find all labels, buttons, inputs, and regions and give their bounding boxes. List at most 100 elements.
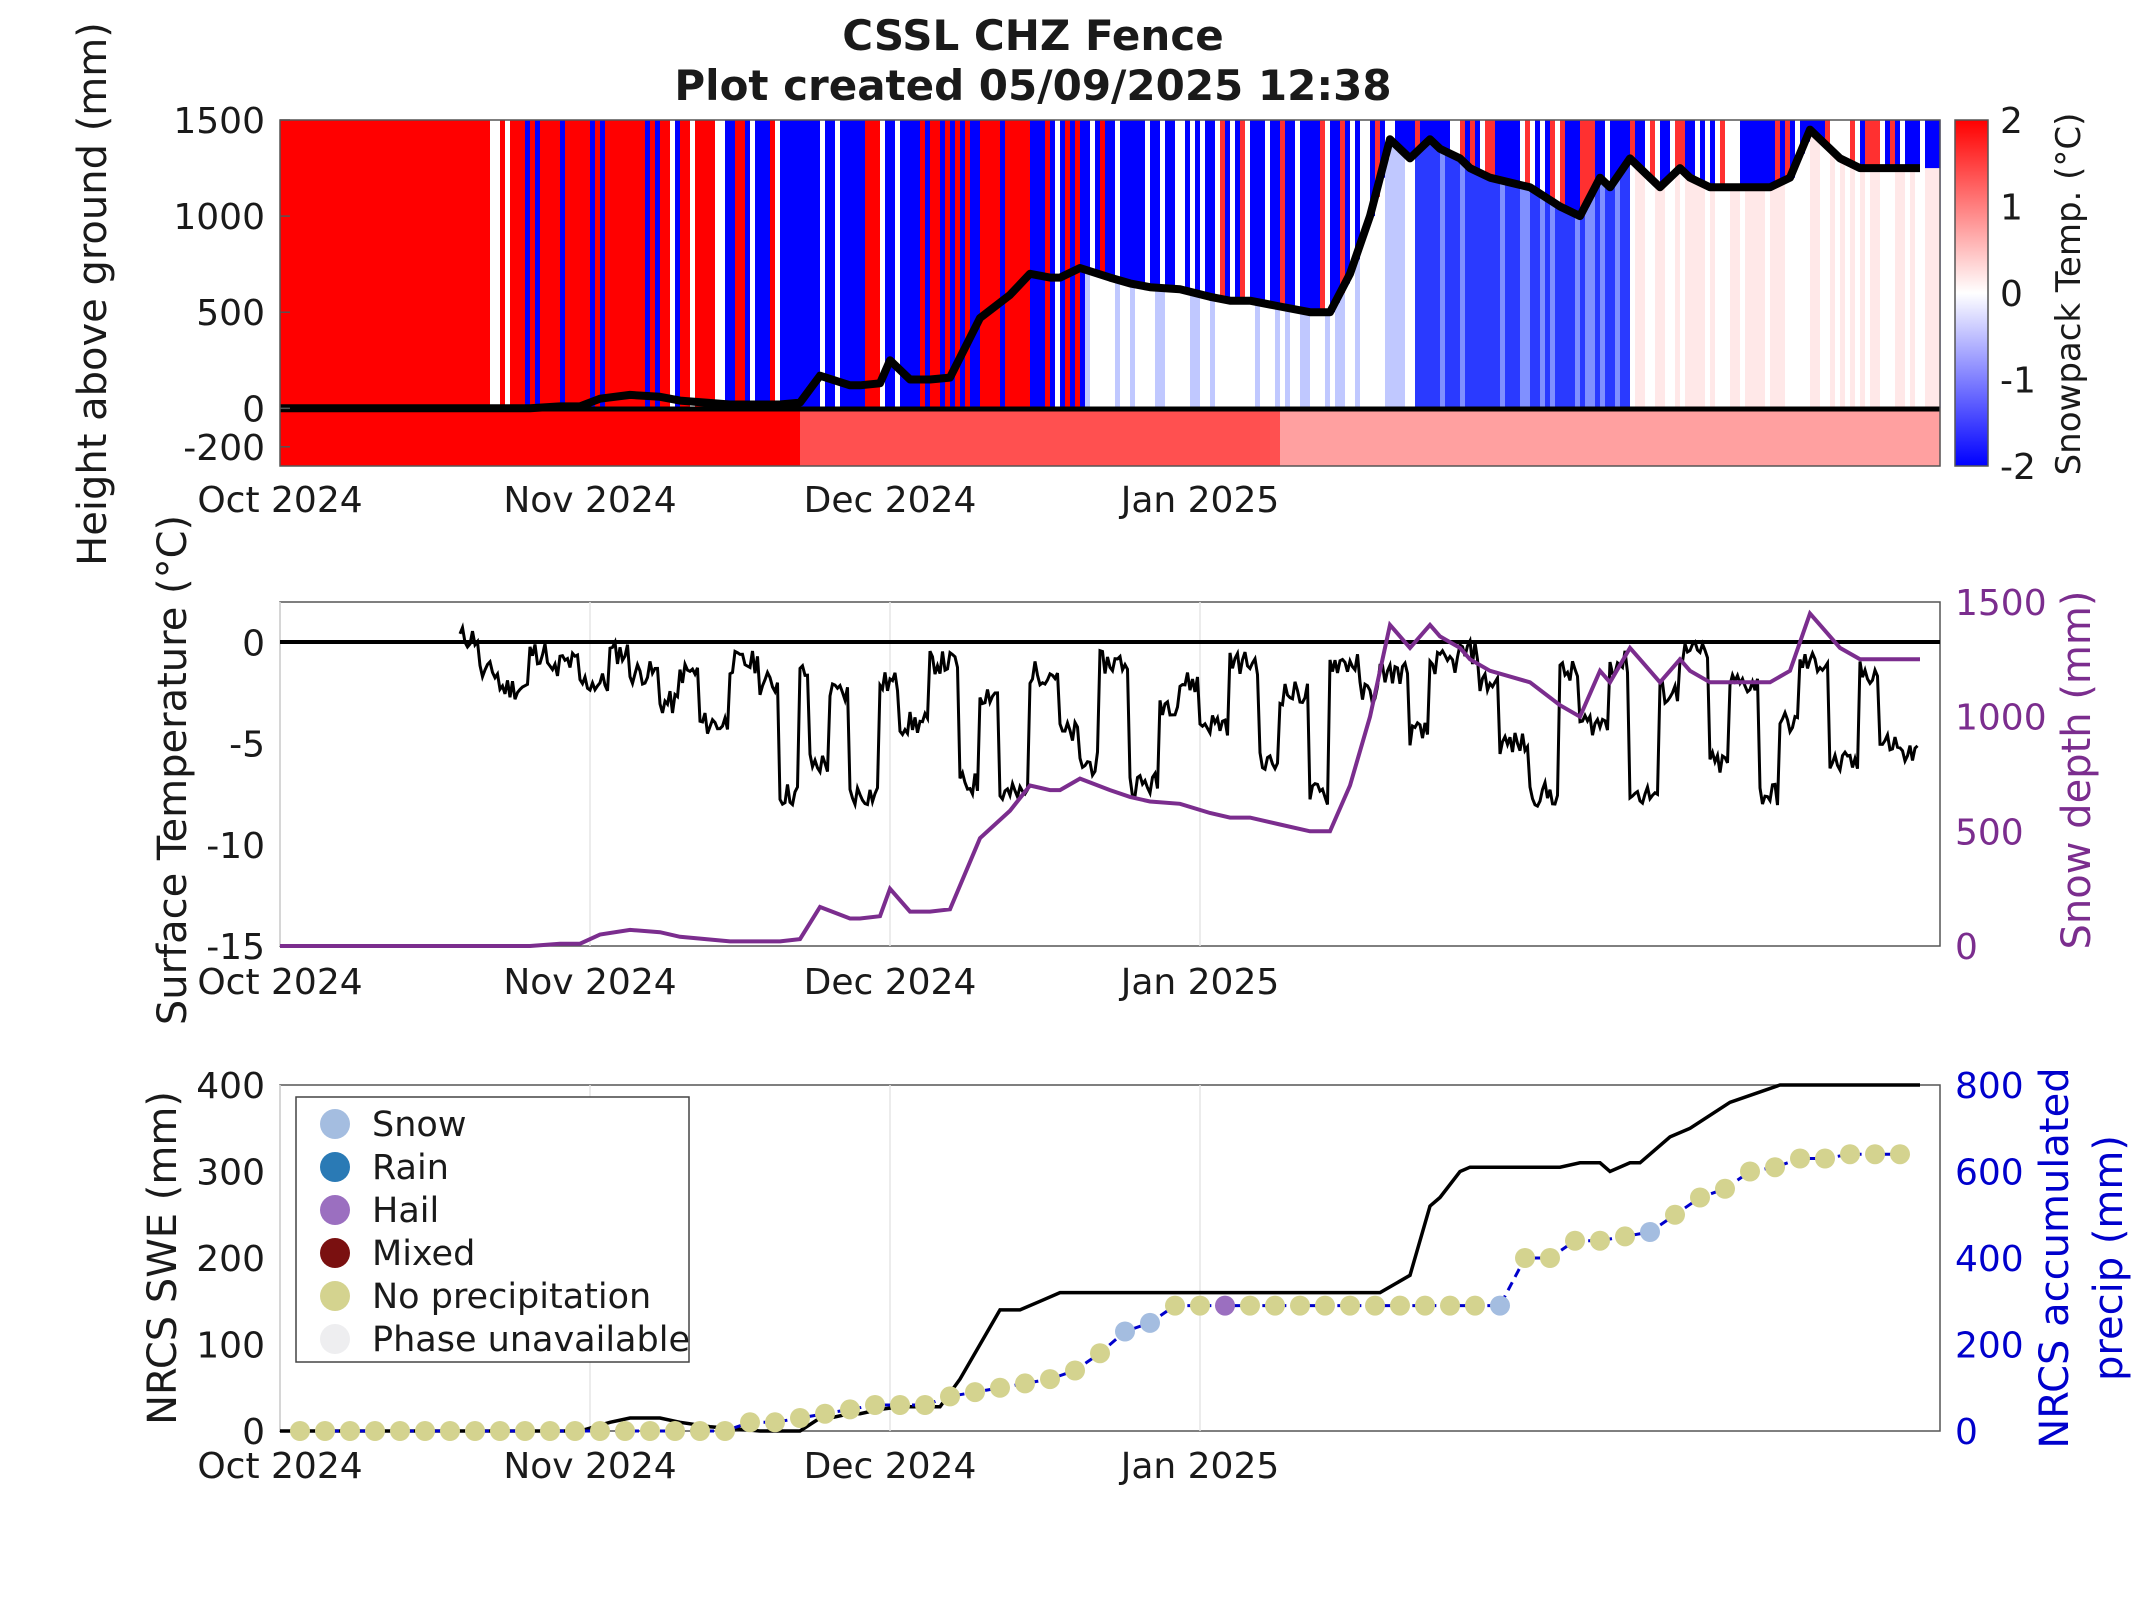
heatmap-air-column	[545, 120, 551, 409]
heatmap-ground-column	[905, 408, 911, 466]
heatmap-ground-column	[770, 408, 776, 466]
heatmap-ground-column	[450, 408, 456, 466]
heatmap-ground-column	[1370, 408, 1376, 466]
heatmap-air-column	[895, 120, 901, 409]
heatmap-ground-column	[1135, 408, 1141, 466]
heatmap-ground-column	[1055, 408, 1061, 466]
heatmap-air-column	[995, 120, 1001, 409]
heatmap-ground-column	[1520, 408, 1526, 466]
precip-marker-none	[490, 1421, 510, 1441]
heatmap-air-column	[590, 120, 596, 409]
heatmap-air-column	[555, 120, 561, 409]
heatmap-air-column	[1270, 120, 1276, 409]
heatmap-snowpack-column	[1850, 163, 1856, 409]
heatmap-ground-column	[1545, 408, 1551, 466]
heatmap-ground-column	[1535, 408, 1541, 466]
heatmap-ground-column	[1035, 408, 1041, 466]
heatmap-snowpack-column	[1105, 276, 1111, 409]
legend-marker	[320, 1195, 350, 1225]
precip-marker-none	[1840, 1144, 1860, 1165]
heatmap-ground-column	[315, 408, 321, 466]
heatmap-ground-column	[605, 408, 611, 466]
heatmap-snowpack-column	[1490, 177, 1496, 409]
heatmap-ground-column	[650, 408, 656, 466]
heatmap-ground-column	[1755, 408, 1761, 466]
heatmap-air-column	[535, 120, 541, 409]
heatmap-snowpack-column	[1915, 168, 1921, 409]
heatmap-ground-column	[1350, 408, 1356, 466]
heatmap-snowpack-column	[1390, 139, 1396, 409]
heatmap-ground-column	[535, 408, 541, 466]
heatmap-ground-column	[590, 408, 596, 466]
heatmap-air-column	[520, 120, 526, 409]
heatmap-air-column	[1000, 120, 1006, 409]
heatmap-snowpack-column	[1760, 187, 1766, 409]
heatmap-air-column	[1045, 120, 1051, 409]
precip-marker-none	[915, 1395, 935, 1415]
colorbar-tick-label: 1	[2000, 188, 2023, 229]
heatmap-snowpack-column	[1815, 134, 1821, 409]
heatmap-snowpack-column	[1740, 187, 1746, 409]
colorbar-tick-label: 0	[2000, 274, 2023, 315]
heatmap-ground-column	[1460, 408, 1466, 466]
precip-marker-none	[740, 1412, 760, 1433]
heatmap-air-column	[390, 120, 396, 409]
heatmap-ground-column	[480, 408, 486, 466]
heatmap-air-column	[1310, 120, 1316, 409]
heatmap-snowpack-column	[1610, 187, 1616, 409]
heatmap-ground-column	[1650, 408, 1656, 466]
heatmap-air-column	[1330, 120, 1336, 409]
heatmap-ground-column	[970, 408, 976, 466]
heatmap-snowpack-column	[1160, 287, 1166, 409]
heatmap-snowpack-column	[1195, 293, 1201, 409]
heatmap-snowpack-column	[1300, 310, 1306, 409]
heatmap-ground-column	[1430, 408, 1436, 466]
heatmap-ground-column	[1840, 408, 1846, 466]
heatmap-ground-column	[1365, 408, 1371, 466]
heatmap-ground-column	[1125, 408, 1131, 466]
heatmap-air-column	[310, 120, 316, 409]
heatmap-ground-column	[1110, 408, 1116, 466]
heatmap-air-column	[970, 120, 976, 409]
heatmap-air-column	[560, 120, 566, 409]
heatmap-ground-column	[1770, 408, 1776, 466]
colorbar-ticks: 2 1 0 -1 -2	[2000, 101, 2036, 488]
precip-marker-none	[1615, 1226, 1635, 1247]
precip-marker-none	[790, 1408, 810, 1428]
heatmap-snowpack-column	[1715, 187, 1721, 409]
heatmap-ground-column	[1705, 408, 1711, 466]
heatmap-air-column	[400, 120, 406, 409]
heatmap-ground-column	[290, 408, 296, 466]
heatmap-ground-column	[925, 408, 931, 466]
heatmap-ground-column	[1145, 408, 1151, 466]
heatmap-air-column	[565, 120, 571, 409]
heatmap-ground-column	[1730, 408, 1736, 466]
heatmap-snowpack-column	[1745, 187, 1751, 409]
heatmap-snowpack-column	[1395, 144, 1401, 409]
heatmap-snowpack-column	[1365, 230, 1371, 409]
heatmap-ground-column	[800, 408, 806, 466]
heatmap-air-column	[465, 120, 471, 409]
heatmap-air-column	[1210, 120, 1216, 409]
heatmap-snowpack-column	[1520, 184, 1526, 409]
precip-marker-none	[1865, 1144, 1885, 1165]
heatmap-ground-column	[465, 408, 471, 466]
temperature-y-tick-label: -10	[206, 826, 265, 867]
heatmap-snowpack-column	[1590, 196, 1596, 409]
heatmap-air-column	[1165, 120, 1171, 409]
heatmap-snowpack-column	[1890, 168, 1896, 409]
heatmap-ground-column	[1585, 408, 1591, 466]
heatmap-cells	[280, 120, 1941, 466]
heatmap-ground-column	[1160, 408, 1166, 466]
temperature-y-axis-label: Surface Temperature (°C)	[150, 515, 196, 1025]
heatmap-ground-column	[975, 408, 981, 466]
heatmap-air-column	[1115, 120, 1121, 409]
temperature-x-tick-label: Dec 2024	[804, 962, 977, 1003]
snow-depth-line-secondary	[280, 609, 1920, 948]
precip-marker-none	[1315, 1295, 1335, 1316]
heatmap-ground-column	[1030, 408, 1036, 466]
heatmap-y-tick-label: -200	[183, 428, 265, 469]
precip-y-tick-label: 600	[1955, 1153, 2024, 1194]
heatmap-snowpack-column	[1125, 281, 1131, 409]
heatmap-ground-column	[440, 408, 446, 466]
